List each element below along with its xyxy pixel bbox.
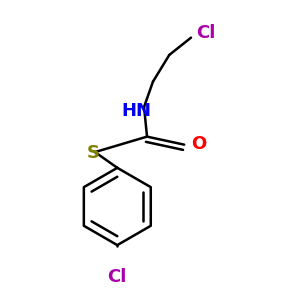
Text: O: O: [192, 135, 207, 153]
Text: S: S: [87, 144, 100, 162]
Text: HN: HN: [122, 102, 152, 120]
Text: Cl: Cl: [108, 268, 127, 286]
Text: Cl: Cl: [196, 24, 215, 42]
